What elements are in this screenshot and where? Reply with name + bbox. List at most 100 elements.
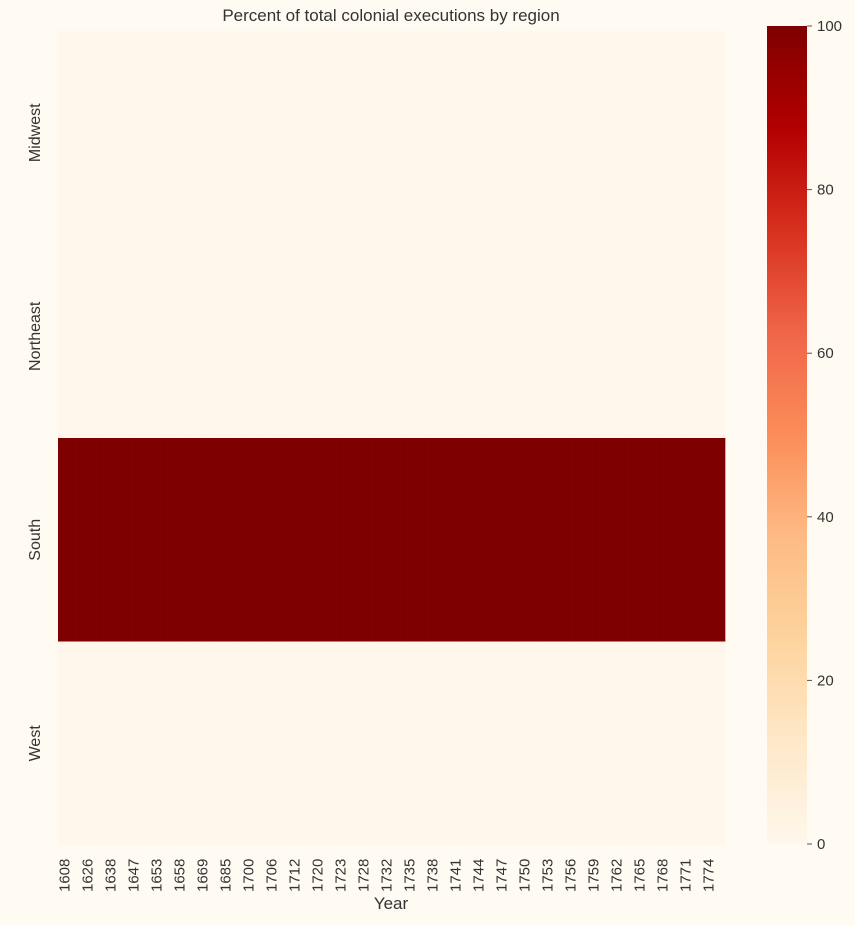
heatmap-cell [696, 438, 703, 642]
heatmap-cell [491, 438, 498, 642]
heatmap-cell [405, 31, 412, 235]
heatmap-cell [206, 31, 213, 235]
heatmap-cell [160, 234, 167, 439]
heatmap-cell [719, 31, 726, 235]
heatmap-cell [382, 438, 389, 642]
heatmap-cell [599, 234, 606, 439]
heatmap-cell [377, 438, 384, 642]
heatmap-cell [662, 641, 669, 846]
heatmap-cell [610, 438, 618, 642]
heatmap-cell [172, 438, 179, 642]
heatmap-cell [194, 31, 201, 235]
heatmap-cell [525, 641, 532, 846]
heatmap-cell [502, 641, 509, 846]
heatmap-cell [149, 31, 156, 235]
heatmap-cell [485, 438, 492, 642]
heatmap-cell [685, 31, 692, 235]
x-tick-label: 1608 [57, 859, 74, 892]
heatmap-cell [354, 31, 361, 235]
heatmap-cell [172, 641, 179, 846]
heatmap-cell [343, 641, 350, 846]
heatmap-cell [508, 438, 515, 642]
heatmap-cell [63, 438, 70, 642]
heatmap-cell [200, 234, 207, 439]
heatmap-cell [531, 234, 538, 439]
heatmap-cell [200, 31, 207, 235]
heatmap-cell [673, 234, 680, 439]
y-tick-label: Midwest [27, 103, 44, 162]
heatmap-cell [166, 31, 173, 235]
x-tick-label: 1700 [241, 859, 258, 892]
y-tick-label: Northeast [27, 301, 44, 371]
heatmap-cell [382, 234, 389, 439]
heatmap-cell [451, 31, 458, 235]
x-tick-label: 1750 [517, 859, 534, 892]
heatmap-cell [479, 31, 486, 235]
heatmap-cell [63, 31, 70, 235]
heatmap-cell [234, 641, 241, 846]
heatmap-cell [479, 641, 486, 846]
heatmap-cell [263, 234, 270, 439]
heatmap-cell [633, 438, 640, 642]
heatmap-cell [325, 438, 332, 642]
heatmap-cell [628, 234, 635, 439]
heatmap-cell [514, 31, 521, 235]
heatmap-cell [707, 31, 714, 235]
heatmap-cell [405, 234, 412, 439]
heatmap-cell [274, 234, 281, 439]
heatmap-cell [462, 641, 469, 846]
heatmap-cell [120, 234, 127, 439]
heatmap-cell [571, 234, 578, 439]
heatmap-cell [468, 641, 475, 846]
heatmap-cell [439, 31, 447, 235]
heatmap-cell [183, 641, 190, 846]
heatmap-cell [690, 234, 697, 439]
heatmap-cell [137, 31, 144, 235]
heatmap-cell [394, 438, 401, 642]
heatmap-cell [86, 438, 93, 642]
heatmap-cell [217, 438, 224, 642]
heatmap-cell [257, 641, 264, 846]
heatmap-cell [263, 641, 270, 846]
heatmap-cell [217, 31, 224, 235]
heatmap-cell [189, 641, 196, 846]
heatmap-cell [667, 234, 675, 439]
heatmap-cell [211, 234, 218, 439]
heatmap-cell [325, 641, 332, 846]
heatmap-cell [97, 234, 104, 439]
heatmap-cell [274, 438, 281, 642]
heatmap-cell [428, 641, 435, 846]
heatmap-cell [696, 641, 703, 846]
heatmap-cell [263, 438, 270, 642]
heatmap-cell [702, 234, 709, 439]
heatmap-cell [656, 438, 663, 642]
heatmap-cell [417, 31, 424, 235]
heatmap-cell [667, 31, 675, 235]
heatmap-cell [616, 641, 623, 846]
heatmap-cell [673, 31, 680, 235]
heatmap-cell [582, 641, 589, 846]
heatmap-cell [599, 438, 606, 642]
heatmap-cell [280, 31, 287, 235]
heatmap-cell [713, 641, 720, 846]
heatmap-cell [217, 641, 224, 846]
heatmap-cell [303, 31, 310, 235]
x-tick-label: 1712 [287, 859, 304, 892]
heatmap-cell [622, 438, 629, 642]
heatmap-cell [69, 641, 76, 846]
colorbar-tick-label: 100 [817, 18, 842, 35]
heatmap-cell [251, 641, 258, 846]
heatmap-cell [194, 234, 201, 439]
heatmap-cell [337, 438, 344, 642]
heatmap-cell [149, 641, 156, 846]
heatmap-cell [92, 641, 99, 846]
heatmap-cell [576, 234, 583, 439]
heatmap-cell [474, 641, 481, 846]
heatmap-cell [308, 234, 315, 439]
heatmap-cell [622, 641, 629, 846]
heatmap-cell [331, 31, 338, 235]
heatmap-cell [605, 438, 612, 642]
heatmap-cell [143, 31, 150, 235]
heatmap-cell [405, 641, 412, 846]
heatmap-cell [656, 234, 663, 439]
